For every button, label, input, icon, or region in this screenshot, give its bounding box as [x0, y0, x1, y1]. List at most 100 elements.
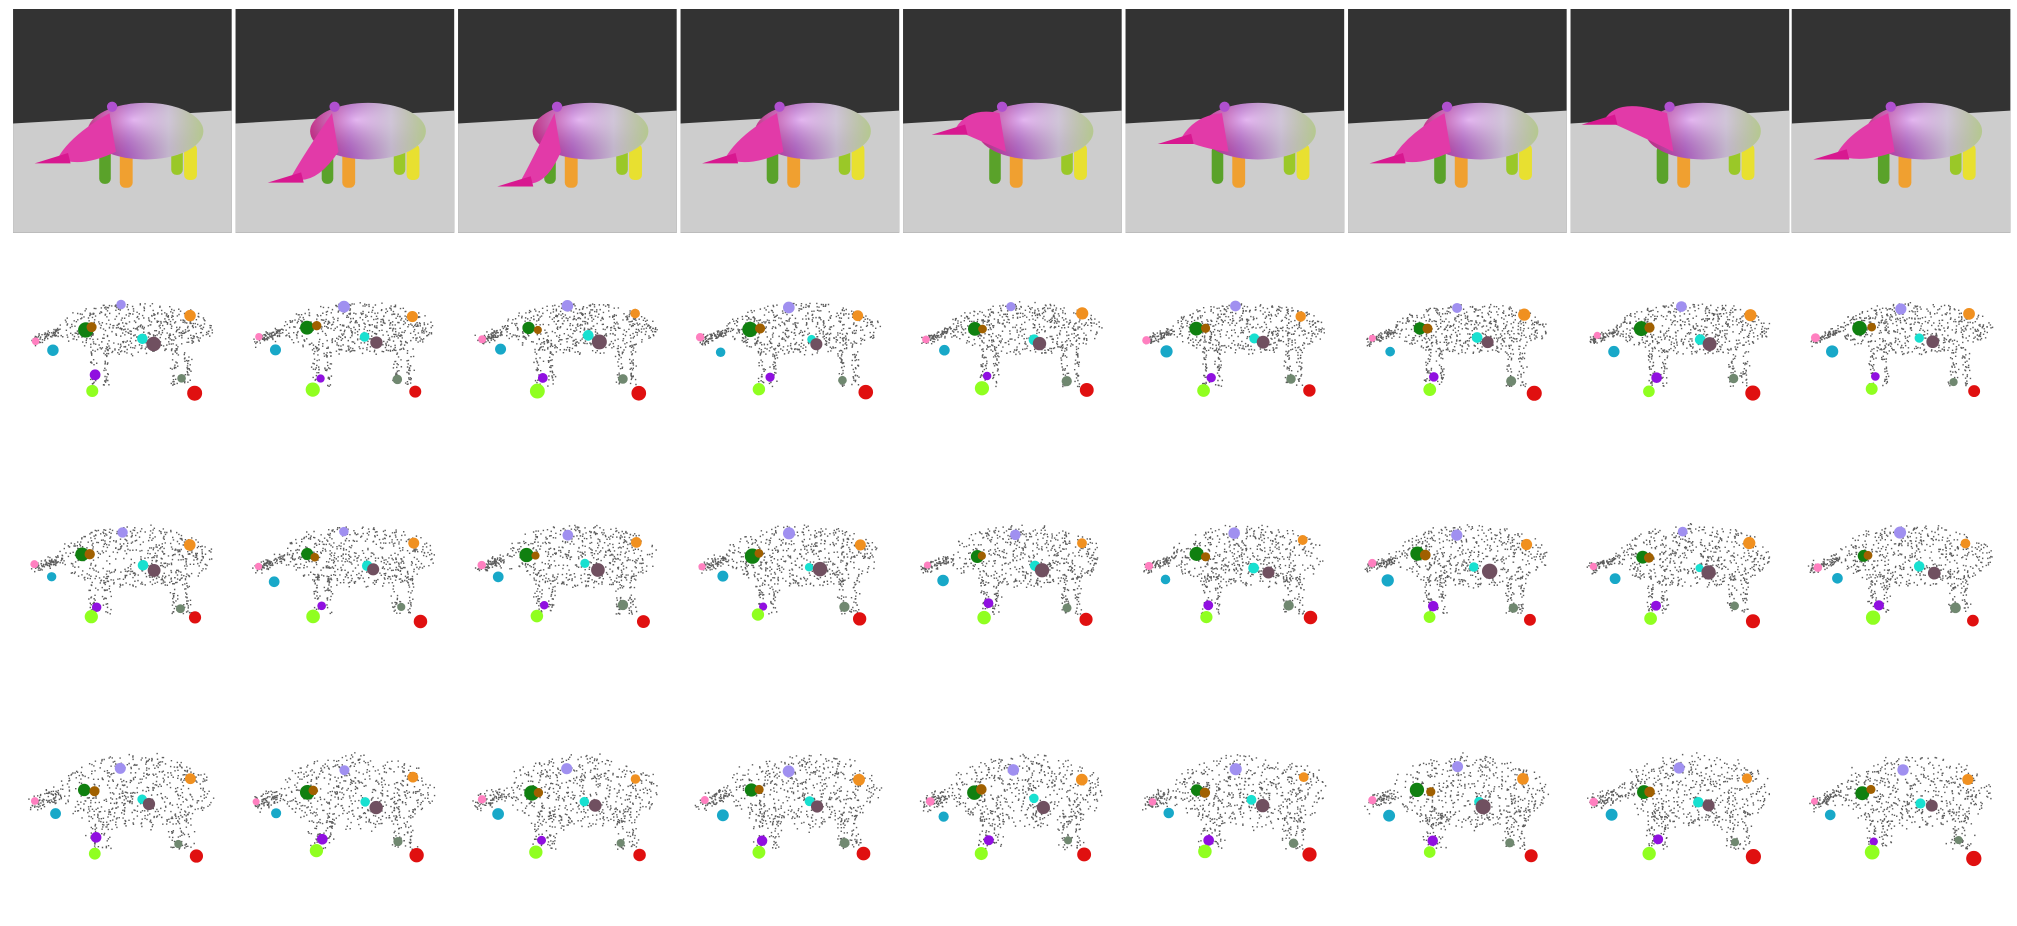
keypoint: [856, 846, 871, 861]
point-cloud: [474, 300, 658, 401]
keypoint: [1006, 301, 1016, 312]
keypoint: [983, 835, 994, 846]
keypoint: [31, 337, 40, 346]
keypoint: [309, 843, 324, 858]
head: [520, 113, 561, 184]
point-cloud: [1364, 524, 1548, 626]
keypoint: [1643, 552, 1654, 563]
keypoint: [1452, 302, 1463, 313]
ear: [1441, 101, 1453, 112]
keypoint: [782, 301, 795, 314]
keypoint: [1506, 376, 1517, 387]
leg: [629, 144, 642, 181]
keypoint: [339, 765, 350, 776]
keypoint: [1010, 529, 1021, 541]
body-shade: [310, 102, 426, 160]
keypoint: [187, 385, 203, 401]
keypoint: [495, 343, 507, 355]
keypoint: [1203, 834, 1214, 846]
keypoint: [1914, 333, 1924, 343]
ear: [1885, 101, 1896, 112]
keypoint: [1189, 546, 1204, 561]
keypoint: [618, 374, 628, 384]
leg: [1296, 144, 1310, 181]
keypoint: [1475, 799, 1491, 815]
point-cloud: [1366, 302, 1547, 401]
head: [725, 113, 784, 163]
point-cloud: [1810, 301, 1994, 398]
keypoint: [1826, 345, 1839, 358]
keypoint: [1036, 800, 1050, 815]
points: [1810, 301, 1994, 388]
leg: [1074, 144, 1087, 181]
leg: [119, 149, 133, 188]
keypoint: [580, 558, 590, 569]
point-cloud: [1809, 756, 1992, 867]
keypoint: [839, 837, 850, 848]
keypoint: [316, 833, 328, 845]
keypoint: [1160, 574, 1171, 585]
keypoint: [1413, 322, 1427, 335]
render-panel: [235, 9, 455, 233]
leg: [1454, 149, 1468, 188]
point-cloud: [1143, 524, 1324, 625]
keypoint: [1248, 562, 1259, 574]
keypoint: [50, 808, 61, 819]
keypoint: [582, 330, 594, 341]
leg: [851, 144, 865, 181]
keypoint: [1593, 331, 1601, 339]
point-cloud: [920, 524, 1099, 626]
keypoint: [1524, 849, 1538, 863]
keypoint: [804, 563, 814, 572]
horn: [267, 172, 304, 183]
body-shade: [977, 102, 1094, 160]
keypoint: [1676, 301, 1687, 312]
keypoint: [755, 323, 766, 334]
keypoint: [1962, 773, 1974, 786]
keypoint: [397, 602, 406, 612]
body-shade: [755, 102, 871, 160]
keypoint: [839, 601, 850, 613]
points: [1143, 524, 1324, 615]
keypoint: [1297, 535, 1308, 545]
keypoint: [519, 547, 534, 563]
keypoint: [1651, 372, 1662, 384]
keypoint: [838, 375, 847, 385]
body-shade: [532, 102, 649, 160]
keypoint: [1303, 610, 1318, 625]
keypoint: [1288, 838, 1299, 849]
render-panel: [1791, 9, 2011, 233]
horn: [1813, 149, 1850, 160]
keypoint: [1451, 529, 1463, 541]
keypoint: [1189, 321, 1204, 336]
render-panel: [458, 9, 677, 233]
points: [1586, 523, 1771, 615]
keypoint: [561, 763, 573, 775]
keypoint: [1866, 784, 1876, 794]
render-panel: [1125, 9, 1345, 233]
keypoint: [1693, 796, 1704, 808]
points: [1364, 752, 1550, 850]
keypoint: [588, 799, 602, 812]
keypoint: [591, 334, 607, 350]
keypoint: [1926, 335, 1940, 349]
keypoint: [1855, 786, 1870, 801]
keypoint: [1419, 549, 1431, 561]
point-cloud: [921, 301, 1103, 397]
keypoint: [268, 576, 280, 588]
keypoint: [1744, 309, 1757, 322]
point-cloud: [1142, 300, 1326, 397]
leg: [406, 144, 420, 181]
keypoint: [255, 332, 263, 341]
point-cloud: [919, 753, 1103, 862]
keypoint: [1427, 600, 1439, 612]
keypoint: [1642, 846, 1656, 861]
leg: [989, 145, 1001, 184]
keypoint: [1076, 307, 1089, 320]
ear: [106, 101, 118, 112]
keypoint: [338, 300, 350, 313]
keypoint: [782, 527, 796, 540]
keypoint: [938, 811, 949, 822]
keypoint: [1589, 797, 1599, 807]
keypoint: [982, 371, 992, 381]
